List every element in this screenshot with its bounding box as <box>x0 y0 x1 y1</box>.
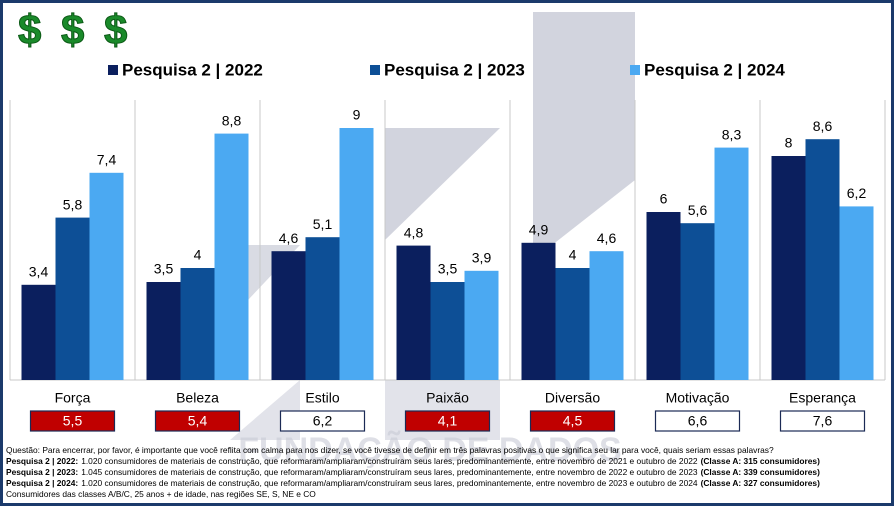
score-label: 7,6 <box>813 413 833 429</box>
bar <box>589 251 624 380</box>
value-label: 5,6 <box>688 202 708 218</box>
value-label: 8,8 <box>222 112 242 128</box>
bar <box>339 128 374 380</box>
bar <box>305 237 340 380</box>
legend-label: Pesquisa 2 | 2022 <box>122 60 263 79</box>
notes: Questão: Para encerrar, por favor, é imp… <box>6 445 886 500</box>
legend-swatch <box>370 65 380 75</box>
value-label: 4,9 <box>529 222 549 238</box>
score-label: 5,4 <box>188 413 208 429</box>
bar <box>771 156 806 380</box>
score-box <box>654 410 741 432</box>
bar <box>430 282 465 380</box>
note-text: 1.020 consumidores de materiais de const… <box>81 456 698 466</box>
decor <box>385 128 500 240</box>
value-label: 4,8 <box>404 224 424 240</box>
value-label: 4 <box>569 247 577 263</box>
note-line: Questão: Para encerrar, por favor, é imp… <box>6 445 886 456</box>
score-box <box>279 410 366 432</box>
value-label: 4 <box>194 247 202 263</box>
value-label: 8,6 <box>813 118 833 134</box>
note-suffix: (Classe A: 315 consumidores) <box>700 456 820 466</box>
bar <box>21 284 56 380</box>
bar <box>839 206 874 380</box>
decor <box>533 12 635 260</box>
bar <box>180 268 215 380</box>
watermark: FUNDAÇÃO DE DADOS <box>238 431 621 469</box>
note-text: 1.020 consumidores de materiais de const… <box>81 478 698 488</box>
value-label: 8,3 <box>722 126 742 142</box>
bar <box>146 282 181 380</box>
x-tick-label: Força <box>55 390 91 406</box>
bar <box>521 242 556 380</box>
note-line: Pesquisa 2 | 2024: 1.020 consumidores de … <box>6 478 886 489</box>
bar <box>464 270 499 380</box>
legend-swatch <box>108 65 118 75</box>
value-label: 4,6 <box>597 230 617 246</box>
x-tick-label: Paixão <box>426 390 469 406</box>
score-label: 6,6 <box>688 413 708 429</box>
score-box <box>779 410 866 432</box>
legend-label: Pesquisa 2 | 2024 <box>644 60 785 79</box>
x-tick-label: Motivação <box>666 390 730 406</box>
legend-label: Pesquisa 2 | 2023 <box>384 60 525 79</box>
score-label: 4,1 <box>438 413 458 429</box>
score-box <box>29 410 116 432</box>
bar <box>646 212 681 380</box>
note-label: Pesquisa 2 | 2024: <box>6 478 79 488</box>
x-tick-label: Estilo <box>305 390 339 406</box>
score-label: 6,2 <box>313 413 333 429</box>
x-tick-label: Beleza <box>176 390 219 406</box>
value-label: 3,4 <box>29 264 49 280</box>
value-label: 6 <box>660 191 668 207</box>
dollar-icons: $ $ $ <box>18 6 131 53</box>
note-line: Pesquisa 2 | 2022: 1.020 consumidores de … <box>6 456 886 467</box>
score-label: 4,5 <box>563 413 583 429</box>
x-tick-label: Esperança <box>789 390 856 406</box>
value-label: 9 <box>353 107 361 123</box>
note-text: Consumidores das classes A/B/C, 25 anos … <box>6 489 316 499</box>
legend-swatch <box>630 65 640 75</box>
bar <box>714 147 749 380</box>
bar <box>396 245 431 380</box>
bar <box>55 217 90 380</box>
note-line: Pesquisa 2 | 2023: 1.045 consumidores de … <box>6 467 886 478</box>
x-tick-label: Diversão <box>545 390 600 406</box>
value-label: 7,4 <box>97 152 117 168</box>
value-label: 8 <box>785 135 793 151</box>
bar <box>214 133 249 380</box>
value-label: 3,5 <box>154 261 174 277</box>
value-label: 5,1 <box>313 216 333 232</box>
bar <box>680 223 715 380</box>
score-box <box>529 410 616 432</box>
note-suffix: (Classe A: 327 consumidores) <box>700 478 820 488</box>
note-label: Pesquisa 2 | 2022: <box>6 456 79 466</box>
value-label: 6,2 <box>847 185 867 201</box>
bar <box>805 139 840 380</box>
note-text: Questão: Para encerrar, por favor, é imp… <box>6 445 774 455</box>
note-suffix: (Classe A: 339 consumidores) <box>700 467 820 477</box>
note-line: Consumidores das classes A/B/C, 25 anos … <box>6 489 886 500</box>
score-label: 5,5 <box>63 413 83 429</box>
bar <box>271 251 306 380</box>
value-label: 4,6 <box>279 230 299 246</box>
bar <box>89 172 124 380</box>
note-label: Pesquisa 2 | 2023: <box>6 467 79 477</box>
value-label: 3,9 <box>472 250 492 266</box>
note-text: 1.045 consumidores de materiais de const… <box>81 467 698 477</box>
score-box <box>154 410 241 432</box>
score-box <box>404 410 491 432</box>
bar <box>555 268 590 380</box>
value-label: 5,8 <box>63 196 83 212</box>
value-label: 3,5 <box>438 261 458 277</box>
